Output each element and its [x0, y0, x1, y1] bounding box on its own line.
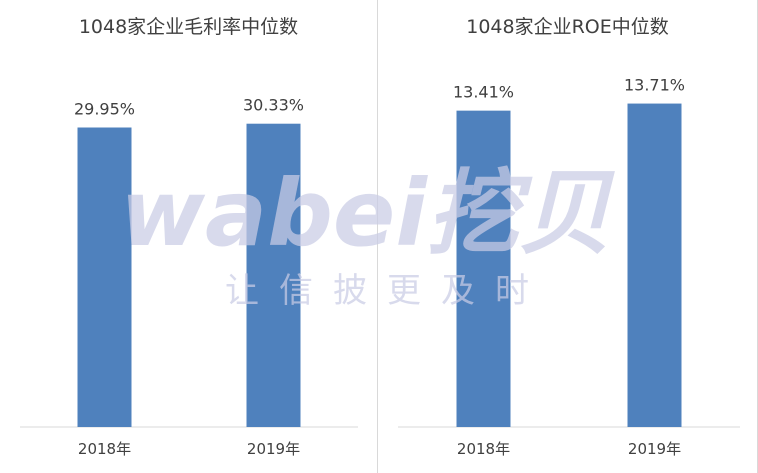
- data-label-2: 13.71%: [624, 76, 685, 95]
- x-tick-label-2: 2019年: [247, 440, 300, 458]
- chart-panel-roe: 1048家企业ROE中位数 13.41% 2018年 13.71% 2019年: [377, 0, 758, 473]
- data-label-1: 13.41%: [453, 83, 514, 102]
- bar-1: [456, 110, 511, 427]
- x-tick-label-1: 2018年: [78, 440, 131, 458]
- x-tick-label-1: 2018年: [457, 440, 510, 458]
- chart-title: 1048家企业ROE中位数: [466, 16, 669, 38]
- chart-title: 1048家企业毛利率中位数: [78, 16, 299, 38]
- chart-plot: 13.41% 2018年 13.71% 2019年: [398, 76, 740, 458]
- bar-1: [77, 127, 132, 427]
- data-label-1: 29.95%: [74, 100, 135, 119]
- bar-2: [246, 123, 301, 427]
- data-label-2: 30.33%: [243, 96, 304, 115]
- chart-plot: 29.95% 2018年 30.33% 2019年: [20, 96, 358, 458]
- x-tick-label-2: 2019年: [628, 440, 681, 458]
- bar-2: [627, 103, 682, 428]
- chart-panel-gross-margin: 1048家企业毛利率中位数 29.95% 2018年 30.33% 2019年: [0, 0, 377, 473]
